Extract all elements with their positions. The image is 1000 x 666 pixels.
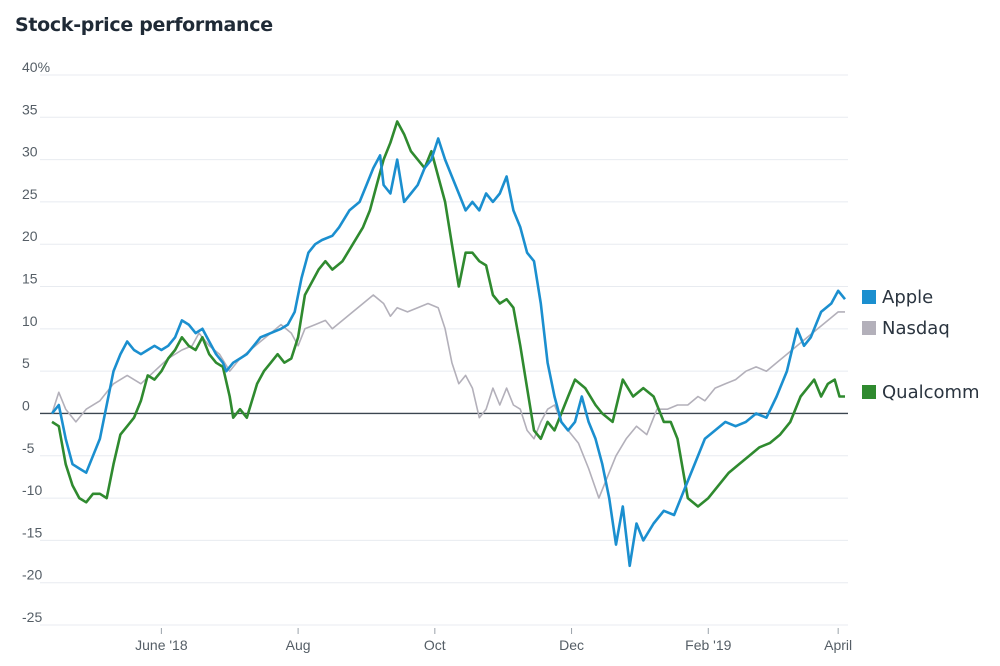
y-tick-label: -20 [22,567,42,583]
legend-swatch-apple [862,290,876,304]
y-tick-label: 5 [22,355,30,371]
x-tick-label: Feb '19 [685,637,731,653]
series-lines [50,120,847,568]
y-tick-label: -15 [22,524,42,540]
y-axis-tick-labels: 40% 35 30 25 20 15 10 5 0 -5 -10 -15 -20 -25 [22,59,50,625]
legend-label-qualcomm: Qualcomm [882,382,980,403]
y-tick-label: 30 [22,144,38,160]
legend-label-apple: Apple [882,287,933,308]
legend-label-nasdaq: Nasdaq [882,318,950,339]
series-line-apple [50,137,847,568]
y-tick-label: 25 [22,186,38,202]
y-tick-label: 40% [22,59,50,75]
x-tick-label: June '18 [135,637,188,653]
x-axis-tick-labels: June '18 Aug Oct Dec Feb '19 April [135,628,852,653]
chart-title: Stock-price performance [15,14,273,36]
y-tick-label: -25 [22,609,42,625]
y-tick-label: -5 [22,440,35,456]
series-line-nasdaq [51,294,845,499]
x-tick-label: Dec [559,637,584,653]
y-tick-label: 10 [22,313,38,329]
x-tick-label: April [824,637,852,653]
series-line-qualcomm [51,120,845,508]
y-tick-label: -10 [22,482,42,498]
legend-swatch-qualcomm [862,385,876,399]
y-tick-label: 0 [22,397,30,413]
y-tick-label: 15 [22,271,38,287]
x-tick-label: Oct [424,637,446,653]
legend: Nasdaq Qualcomm Apple [862,287,980,403]
y-tick-label: 35 [22,101,38,117]
legend-swatch-nasdaq [862,321,876,335]
x-tick-label: Aug [286,637,311,653]
y-tick-label: 20 [22,228,38,244]
